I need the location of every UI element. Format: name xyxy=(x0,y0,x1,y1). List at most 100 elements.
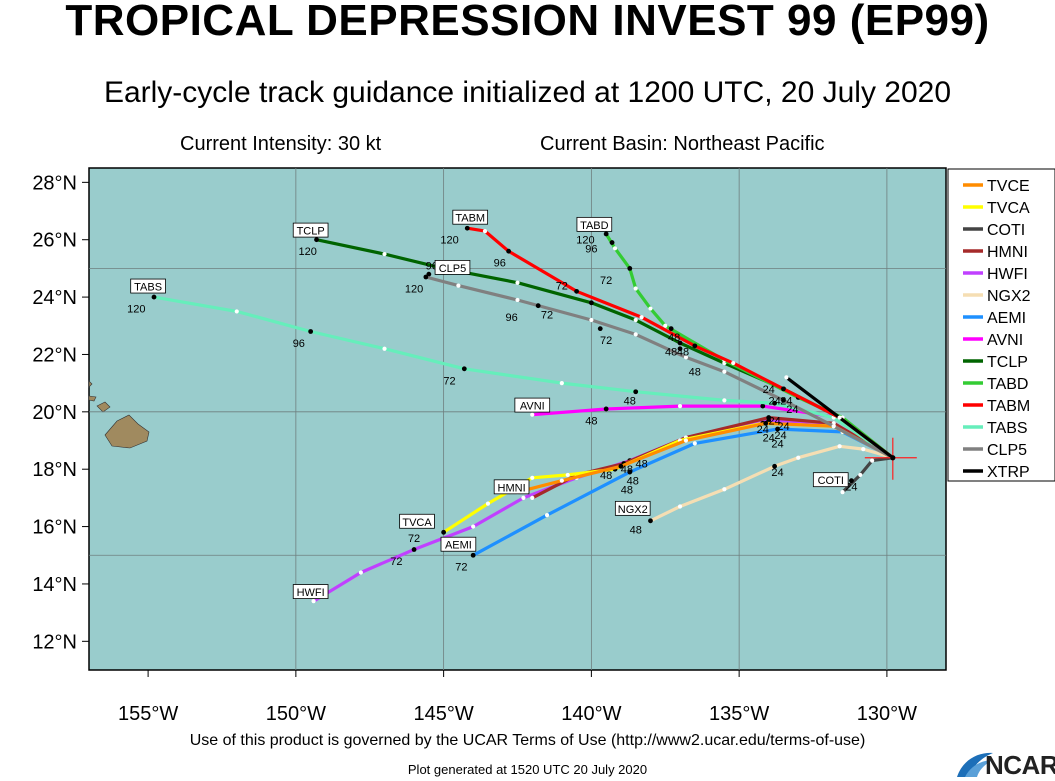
track-time-marker xyxy=(535,303,541,309)
legend-label-clp5: CLP5 xyxy=(987,442,1027,459)
forecast-hour-label: 48 xyxy=(621,464,633,476)
lon-tick-label: 130°W xyxy=(857,703,917,725)
track-point xyxy=(565,472,570,478)
track-point xyxy=(677,504,683,509)
track-label-box xyxy=(452,209,489,225)
track-point xyxy=(485,501,491,506)
forecast-hour-label: 96 xyxy=(293,338,305,350)
track-point xyxy=(837,415,842,420)
forecast-hour-label: 48 xyxy=(689,367,701,379)
track-time-marker xyxy=(461,366,467,372)
axis-ticks: 12°N 14°N 16°N 18°N 20°N 22°N 24°N 26°N 28°N 155°… xyxy=(32,172,917,725)
track-point xyxy=(677,403,683,409)
lat-tick-label: 22°N xyxy=(32,344,77,366)
hawaii-big-island xyxy=(104,414,150,449)
plot-generated: Plot generated at 1520 UTC 20 July 2020 xyxy=(407,762,648,777)
track-time-marker xyxy=(597,326,603,332)
terms-of-use: Use of this product is governed by the U… xyxy=(189,732,866,749)
model-tracks xyxy=(151,225,895,604)
track-label-ngx2: NGX2 xyxy=(618,504,648,516)
track-point xyxy=(515,280,520,285)
track-label-box xyxy=(812,472,849,488)
track-label-avni: AVNI xyxy=(520,401,545,413)
track-point xyxy=(633,317,638,323)
track-label-hwfi: HWFI xyxy=(297,587,325,599)
lat-tick-label: 18°N xyxy=(32,459,77,481)
forecast-hour-label: 24 xyxy=(768,395,780,407)
track-point xyxy=(683,438,689,443)
track-time-marker xyxy=(677,340,683,346)
track-name-labels: NGX2 COTI AEMI HWFI HMNI TVCA AVNI TABS TCLP TABD… xyxy=(130,209,849,599)
track-time-marker xyxy=(781,397,786,403)
forecast-hour-label: 24 xyxy=(774,430,786,442)
lat-tick-label: 26°N xyxy=(32,230,77,252)
track-time-marker xyxy=(603,406,609,412)
track-time-marker xyxy=(603,231,609,237)
ncar-swoosh-icon xyxy=(957,752,993,777)
track-time-marker xyxy=(464,225,470,231)
legend-label-tabs: TABS xyxy=(987,420,1028,437)
forecast-hour-label: 24 xyxy=(786,404,798,416)
track-time-marker xyxy=(411,547,417,552)
forecast-hour-label: 72 xyxy=(443,375,455,387)
track-point xyxy=(870,458,875,463)
track-point xyxy=(382,251,387,257)
track-point xyxy=(633,286,638,291)
lon-tick-label: 140°W xyxy=(561,703,621,725)
track-point xyxy=(722,487,727,492)
current-basin: Current Basin: Northeast Pacific xyxy=(540,133,825,155)
forecast-hour-label: 48 xyxy=(635,458,647,470)
lat-tick-label: 12°N xyxy=(32,631,77,653)
forecast-hour-label: 48 xyxy=(630,524,642,536)
lat-tick-label: 16°N xyxy=(32,517,77,539)
legend-label-coti: COTI xyxy=(987,222,1025,239)
forecast-hour-label: 48 xyxy=(665,347,677,359)
track-point xyxy=(731,360,736,366)
track-point xyxy=(559,381,564,386)
forecast-hour-label: 24 xyxy=(763,433,775,445)
track-map: 12°N 14°N 16°N 18°N 20°N 22°N 24°N 26°N 28°N 155°… xyxy=(32,167,1055,725)
track-label-tvca: TVCA xyxy=(402,517,432,529)
track-point xyxy=(234,309,239,314)
track-time-marker xyxy=(426,271,432,277)
track-point xyxy=(722,369,727,374)
track-label-tabd: TABD xyxy=(580,220,609,232)
track-label-box xyxy=(292,222,329,238)
track-point xyxy=(858,472,863,478)
track-time-marker xyxy=(772,463,777,469)
track-point xyxy=(482,229,488,234)
track-time-marker xyxy=(772,400,777,406)
forecast-hour-label: 72 xyxy=(600,275,612,287)
track-point xyxy=(382,346,387,351)
track-time-marker xyxy=(574,288,580,294)
forecast-hour-label: 48 xyxy=(624,395,636,407)
track-point xyxy=(722,398,727,403)
forecast-hour-label: 72 xyxy=(541,309,553,321)
track-point xyxy=(612,246,618,251)
oahu-island xyxy=(88,380,93,388)
forecast-hour-label: 48 xyxy=(621,484,633,496)
maui-island xyxy=(96,401,111,413)
track-point xyxy=(515,297,520,303)
current-intensity: Current Intensity: 30 kt xyxy=(180,133,382,155)
legend-label-tabm: TABM xyxy=(987,398,1030,415)
track-time-marker xyxy=(618,463,624,469)
track-time-marker xyxy=(470,552,476,558)
track-time-marker xyxy=(633,389,639,395)
legend-label-tabd: TABD xyxy=(987,376,1028,393)
track-label-box xyxy=(576,216,613,232)
legend-label-hwfi: HWFI xyxy=(987,266,1028,283)
legend-label-tvca: TVCA xyxy=(987,200,1030,217)
track-line-ngx2 xyxy=(648,444,895,523)
legend-label-avni: AVNI xyxy=(987,332,1023,349)
track-time-marker xyxy=(648,518,653,524)
lon-tick-label: 155°W xyxy=(118,703,178,725)
track-time-marker xyxy=(763,420,769,426)
track-label-coti: COTI xyxy=(818,475,844,487)
storm-center xyxy=(890,455,896,461)
track-point xyxy=(840,490,845,495)
track-time-marker xyxy=(151,294,157,300)
ocean-background xyxy=(88,167,947,671)
track-time-marker xyxy=(314,237,319,243)
legend-label-tvce: TVCE xyxy=(987,178,1030,195)
